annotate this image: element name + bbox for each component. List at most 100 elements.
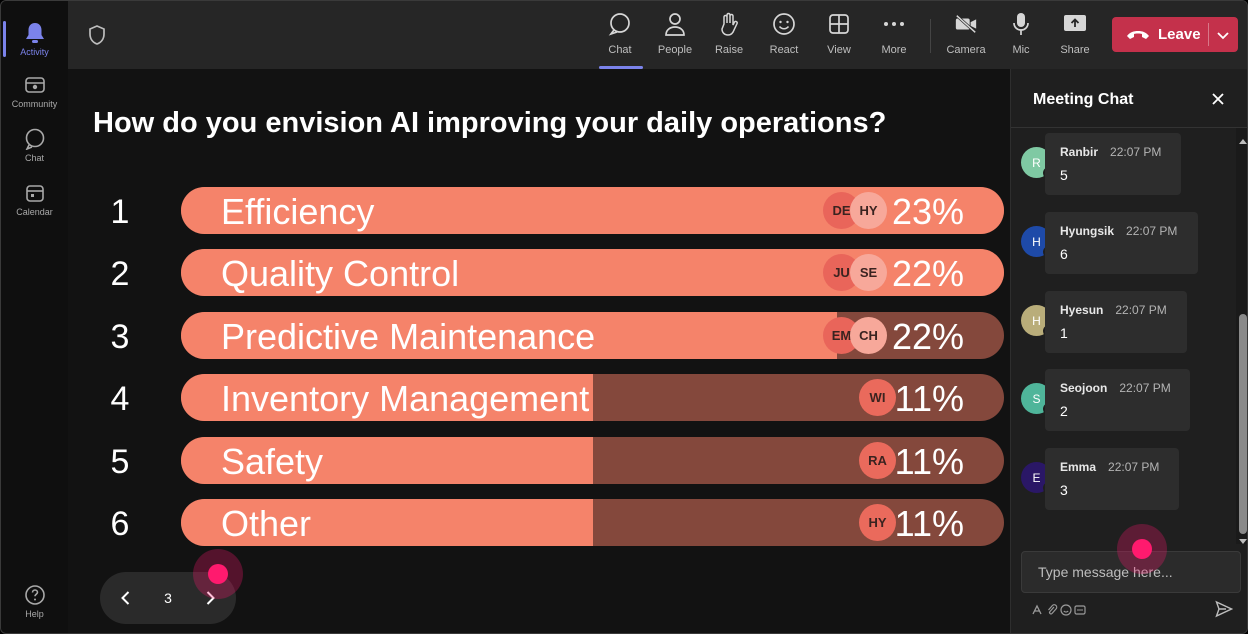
emoji-icon[interactable] <box>1060 603 1072 616</box>
message-header: Hyesun 22:07 PM <box>1060 301 1175 319</box>
mic-button-label: Mic <box>1012 44 1030 56</box>
poll-option-percent: 22% <box>891 253 964 294</box>
message-text: 1 <box>1060 325 1068 341</box>
poll-option-bar-fill <box>181 312 837 359</box>
poll-option: 5 Safety 11% RA <box>68 437 1010 485</box>
chevron-down-icon[interactable] <box>1215 27 1231 43</box>
message-text: 6 <box>1060 246 1068 262</box>
chat-message: S Seojoon 22:07 PM 2 <box>1011 369 1231 433</box>
voter-avatar: HY <box>850 192 887 229</box>
meeting-chat-panel: Meeting Chat R Ranbir 22:07 PM 5 H Hyungsik 22… <box>1010 69 1247 633</box>
send-icon[interactable] <box>1215 600 1234 618</box>
message-header: Ranbir 22:07 PM <box>1060 143 1169 161</box>
mic-button[interactable]: Mic <box>994 11 1048 63</box>
chat-button[interactable]: Chat <box>593 11 647 69</box>
message-timestamp: 22:07 PM <box>1119 381 1171 395</box>
more-button[interactable]: More <box>867 11 921 63</box>
message-bubble[interactable]: Emma 22:07 PM 3 <box>1045 448 1179 510</box>
camera-button-label: Camera <box>946 44 986 56</box>
poll-option-number: 5 <box>110 443 130 481</box>
poll-option-bar: Other 11% HY <box>181 499 1004 546</box>
bell-icon <box>24 22 46 44</box>
message-bubble[interactable]: Hyesun 22:07 PM 1 <box>1045 291 1187 353</box>
attach-icon[interactable] <box>1046 603 1058 615</box>
rail-item-label: Help <box>25 608 44 619</box>
message-bubble[interactable]: Hyungsik 22:07 PM 6 <box>1045 212 1198 274</box>
format-icon[interactable] <box>1031 603 1043 615</box>
gif-icon[interactable] <box>1074 603 1086 615</box>
chevron-left-icon[interactable] <box>116 588 136 608</box>
chevron-right-icon[interactable] <box>200 588 220 608</box>
community-icon <box>24 74 46 96</box>
message-bubble[interactable]: Ranbir 22:07 PM 5 <box>1045 133 1181 195</box>
poll-option-label: Inventory Management <box>221 378 590 419</box>
raise-hand-button[interactable]: Raise <box>702 11 756 63</box>
message-timestamp: 22:07 PM <box>1115 303 1167 317</box>
meeting-toolbar: Chat People Raise React View <box>68 1 1247 69</box>
react-button[interactable]: React <box>757 11 811 63</box>
chat-icon <box>608 11 632 37</box>
close-icon[interactable] <box>1210 91 1226 107</box>
leave-button[interactable]: Leave <box>1112 17 1238 52</box>
message-bubble[interactable]: Seojoon 22:07 PM 2 <box>1045 369 1190 431</box>
poll-stage: How do you envision AI improving your da… <box>68 69 1010 633</box>
calendar-icon <box>24 182 46 204</box>
chat-message: H Hyesun 22:07 PM 1 <box>1011 291 1231 355</box>
poll-option: 3 Predictive Maintenance 22% EM CH <box>68 312 1010 360</box>
chat-button-label: Chat <box>608 44 632 56</box>
poll-option-percent: 11% <box>894 378 964 419</box>
share-button[interactable]: Share <box>1048 11 1102 63</box>
rail-item-activity[interactable]: Activity <box>1 13 68 65</box>
poll-option: 4 Inventory Management 11% WI <box>68 374 1010 422</box>
rail-item-help[interactable]: Help <box>1 575 68 627</box>
camera-button[interactable]: Camera <box>939 11 993 63</box>
poll-option-number: 2 <box>110 255 130 293</box>
chat-message-list: R Ranbir 22:07 PM 5 H Hyungsik 22:07 PM 6 H Hyesu… <box>1011 127 1247 544</box>
share-screen-icon <box>1063 11 1087 37</box>
rail-item-label: Activity <box>20 46 49 57</box>
sender-name: Hyesun <box>1060 303 1104 317</box>
poll-option-label: Efficiency <box>221 191 375 232</box>
chat-message-input[interactable]: Type message here... <box>1021 551 1241 593</box>
grid-icon <box>827 11 851 37</box>
poll-option-number: 4 <box>110 380 130 418</box>
poll-option-bar: Quality Control 22% JU SE <box>181 249 1004 296</box>
click-indicator <box>193 549 243 599</box>
message-timestamp: 22:07 PM <box>1126 224 1178 238</box>
poll-option-label: Other <box>221 503 312 544</box>
shield-icon[interactable] <box>88 25 106 45</box>
message-timestamp: 22:07 PM <box>1108 460 1160 474</box>
scroll-down-arrow-icon[interactable] <box>1238 533 1247 544</box>
poll-option-number: 1 <box>110 193 130 231</box>
rail-item-label: Community <box>11 98 58 109</box>
message-text: 3 <box>1060 482 1068 498</box>
poll-option-percent: 22% <box>891 316 964 357</box>
view-button[interactable]: View <box>812 11 866 63</box>
rail-item-label: Calendar <box>16 206 53 217</box>
poll-option-number: 3 <box>110 318 130 356</box>
people-button[interactable]: People <box>648 11 702 63</box>
rail-item-calendar[interactable]: Calendar <box>1 173 68 225</box>
more-button-label: More <box>881 44 907 56</box>
message-timestamp: 22:07 PM <box>1110 145 1162 159</box>
poll-option-number: 6 <box>110 505 130 543</box>
poll-option: 1 Efficiency 23% DE HY <box>68 187 1010 235</box>
scrollbar-thumb[interactable] <box>1239 314 1247 534</box>
smiley-icon <box>772 11 796 37</box>
chat-message: E Emma 22:07 PM 3 <box>1011 448 1231 512</box>
poll-option-percent: 23% <box>891 191 964 232</box>
poll-option-percent: 11% <box>894 441 964 482</box>
camera-off-icon <box>954 11 978 37</box>
rail-item-chat[interactable]: Chat <box>1 119 68 171</box>
sender-name: Emma <box>1060 460 1097 474</box>
sender-name: Seojoon <box>1060 381 1108 395</box>
rail-item-community[interactable]: Community <box>1 65 68 117</box>
sender-name: Hyungsik <box>1060 224 1115 238</box>
message-text: 2 <box>1060 403 1068 419</box>
person-icon <box>663 11 687 37</box>
scroll-up-arrow-icon[interactable] <box>1238 132 1247 144</box>
poll-option-bar-fill <box>181 374 593 421</box>
chat-scrollbar[interactable] <box>1236 128 1247 544</box>
react-button-label: React <box>769 44 799 56</box>
